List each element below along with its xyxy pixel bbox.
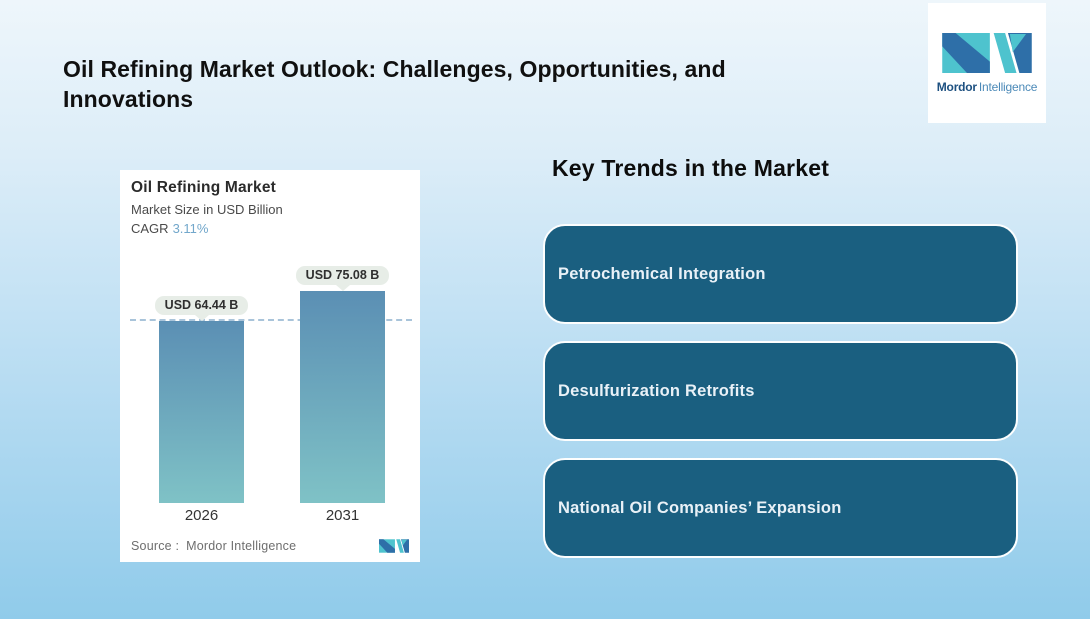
mordor-intelligence-logo: Mordor Intelligence <box>928 3 1046 123</box>
chart-title: Oil Refining Market <box>131 179 277 196</box>
logo-word-intelligence: Intelligence <box>978 79 1038 94</box>
x-tick-2026: 2026 <box>184 507 219 524</box>
trend-box-national-oil-companies-expansion: National Oil Companies’ Expansion <box>543 458 1018 558</box>
chart-cagr-line: CAGR 3.11% <box>131 221 208 236</box>
mordor-logo-mini-icon <box>379 539 409 553</box>
trend-box-petrochemical-integration: Petrochemical Integration <box>543 224 1018 324</box>
mordor-logo-icon <box>942 32 1032 73</box>
key-trends-heading: Key Trends in the Market <box>552 155 830 181</box>
bar-group-2031: USD 75.08 B <box>295 170 390 503</box>
bar-chart-plot: USD 64.44 B USD 75.08 B <box>120 170 420 503</box>
bar-2026 <box>159 321 244 503</box>
market-chart-card: Oil Refining Market Market Size in USD B… <box>120 170 420 562</box>
cagr-label: CAGR <box>131 221 169 236</box>
x-tick-2031: 2031 <box>325 507 360 524</box>
value-label-2026: USD 64.44 B <box>154 296 249 315</box>
trend-label: National Oil Companies’ Expansion <box>558 498 842 517</box>
trend-label: Desulfurization Retrofits <box>558 381 755 400</box>
chart-subtitle: Market Size in USD Billion <box>131 202 283 217</box>
bar-2031 <box>300 291 385 503</box>
source-attribution: Source : Mordor Intelligence <box>131 539 296 553</box>
source-label: Source : <box>131 539 180 553</box>
value-label-2031: USD 75.08 B <box>295 266 390 285</box>
cagr-value: 3.11% <box>172 221 209 236</box>
source-value: Mordor Intelligence <box>186 539 297 553</box>
mordor-logo-wordmark: Mordor Intelligence <box>936 79 1038 94</box>
logo-word-mordor: Mordor <box>936 79 977 94</box>
value-label-pointer <box>335 285 350 291</box>
trend-box-desulfurization-retrofits: Desulfurization Retrofits <box>543 341 1018 441</box>
page-title: Oil Refining Market Outlook: Challenges,… <box>63 56 726 112</box>
bar-group-2026: USD 64.44 B <box>154 170 249 503</box>
value-label-pointer <box>194 315 209 321</box>
baseline-dashed-line <box>130 319 412 321</box>
chart-footer: Source : Mordor Intelligence <box>131 539 409 553</box>
trend-label: Petrochemical Integration <box>558 264 766 283</box>
